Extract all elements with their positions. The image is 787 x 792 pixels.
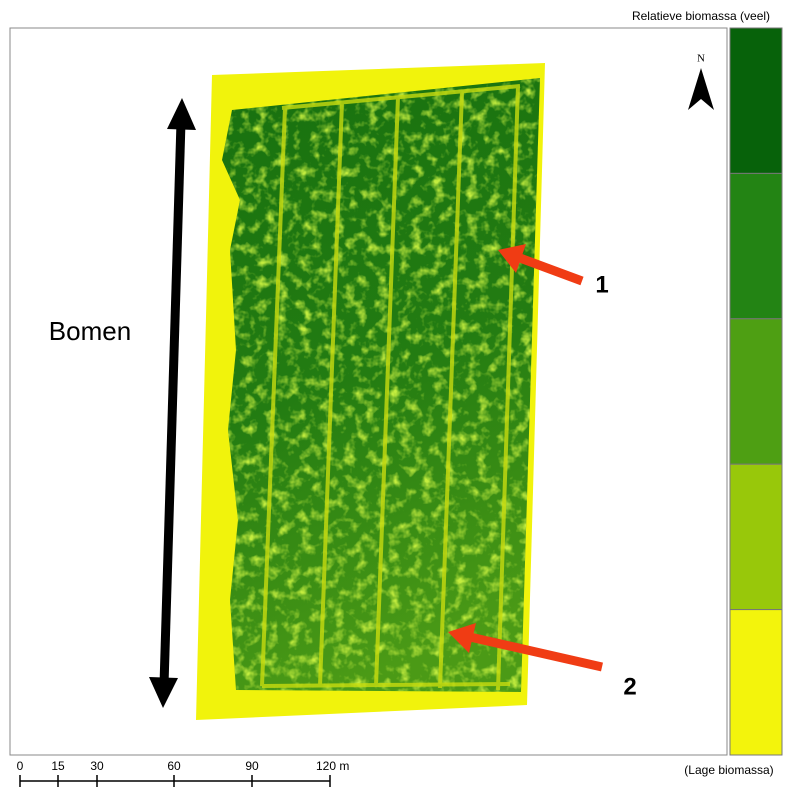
scale-label: 90	[245, 759, 259, 773]
scale-label: 120 m	[316, 759, 349, 773]
marker-label: 1	[595, 271, 608, 298]
legend-swatch	[729, 463, 783, 611]
trees-label: Bomen	[49, 316, 131, 346]
legend-title: Relatieve biomassa (veel)	[632, 9, 770, 23]
legend	[729, 27, 783, 756]
tree-arrow	[149, 98, 196, 708]
scale-bar: 0 15 30 60 90 120 m	[17, 759, 349, 787]
legend-swatch	[729, 318, 783, 465]
scale-label: 15	[51, 759, 65, 773]
legend-swatch	[729, 172, 783, 320]
north-arrow	[688, 68, 714, 110]
north-label: N	[697, 53, 705, 65]
scale-label: 30	[90, 759, 104, 773]
legend-bottom-label: (Lage biomassa)	[684, 763, 773, 777]
legend-swatch	[729, 609, 783, 756]
legend-swatch	[729, 27, 783, 174]
marker-label: 2	[623, 673, 636, 700]
scale-label: 60	[167, 759, 181, 773]
field-paths	[260, 84, 521, 691]
marker-arrows	[448, 244, 603, 672]
scale-label: 0	[17, 759, 24, 773]
field	[222, 78, 540, 692]
